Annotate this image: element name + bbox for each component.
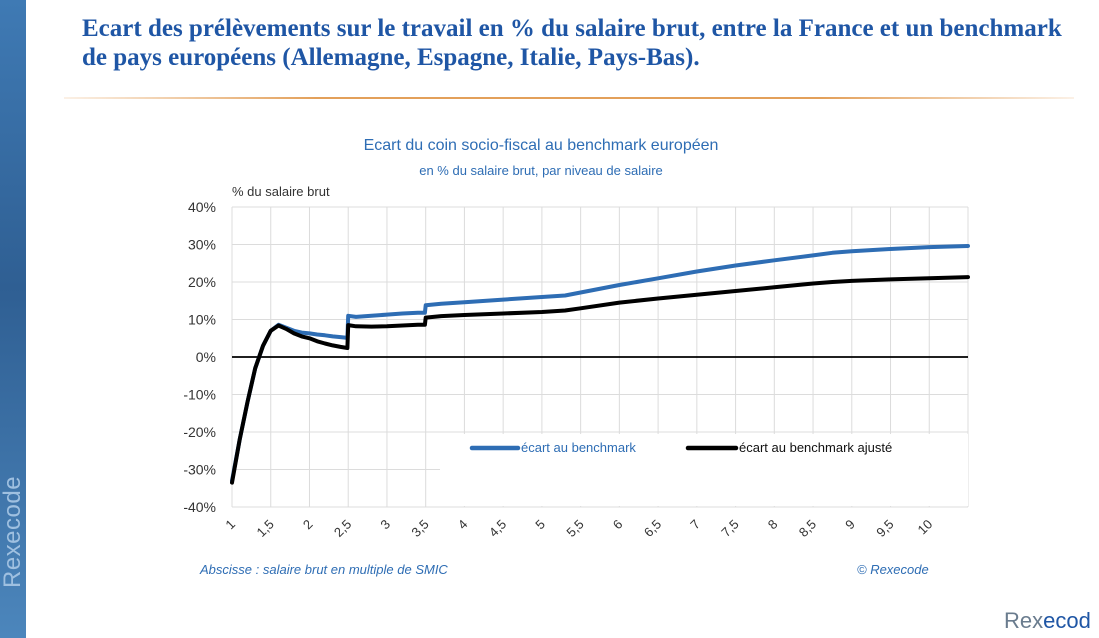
- y-axis-label: % du salaire brut: [232, 184, 330, 199]
- x-tick-label: 4: [455, 517, 471, 533]
- y-tick-label: -30%: [183, 462, 216, 478]
- x-tick-label: 8,5: [796, 517, 819, 540]
- chart-title: Ecart du coin socio-fiscal au benchmark …: [364, 137, 719, 154]
- corner-brand-prefix: Rex: [1004, 608, 1044, 633]
- x-tick-label: 7: [687, 517, 703, 533]
- y-tick-label: 40%: [188, 199, 216, 215]
- slide-title: Ecart des prélèvements sur le travail en…: [82, 15, 1062, 71]
- series-line-adjusted: [230, 275, 970, 485]
- x-tick-label: 6,5: [641, 517, 664, 540]
- x-tick-label: 1,5: [253, 517, 276, 540]
- corner-brand-accent: ecod: [1043, 608, 1091, 633]
- source-credit: © Rexecode: [857, 562, 929, 577]
- corner-brand-logo: Rexecod: [1004, 608, 1091, 634]
- x-tick-label: 5,5: [563, 517, 586, 540]
- x-tick-label: 9: [842, 517, 858, 533]
- y-tick-label: -20%: [183, 424, 216, 440]
- legend-label-benchmark: écart au benchmark: [521, 440, 636, 455]
- y-tick-label: 30%: [188, 237, 216, 253]
- x-tick-label: 9,5: [873, 517, 896, 540]
- legend-label-adjusted: écart au benchmark ajusté: [739, 440, 892, 455]
- grid-lines: [231, 206, 969, 508]
- chart-subtitle: en % du salaire brut, par niveau de sala…: [419, 163, 663, 178]
- x-tick-label: 3: [377, 517, 393, 533]
- x-tick-label: 10: [915, 517, 936, 538]
- title-divider: [64, 97, 1074, 99]
- side-color-bar: Rexecode: [0, 0, 26, 638]
- x-tick-label: 5: [532, 517, 548, 533]
- x-tick-label: 3,5: [408, 517, 431, 540]
- x-tick-label: 2: [300, 517, 316, 533]
- legend: écart au benchmark écart au benchmark aj…: [469, 440, 892, 455]
- x-tick-label: 1: [222, 517, 238, 533]
- x-tick-label: 7,5: [718, 517, 741, 540]
- y-axis-ticks: 40% 30% 20% 10% 0% -10% -20% -30% -40%: [183, 199, 216, 515]
- y-tick-label: 20%: [188, 274, 216, 290]
- y-tick-label: 0%: [196, 349, 216, 365]
- x-tick-label: 6: [610, 517, 626, 533]
- y-tick-label: -40%: [183, 499, 216, 515]
- x-tick-label: 2,5: [331, 517, 354, 540]
- x-axis-caption: Abscisse : salaire brut en multiple de S…: [199, 562, 448, 577]
- y-tick-label: 10%: [188, 312, 216, 328]
- x-axis-ticks: 1 1,5 2 2,5 3 3,5 4 4,5 5 5,5 6 6,5 7 7,5 8 8,5 9 9,5 10: [222, 517, 935, 540]
- x-tick-label: 8: [765, 517, 781, 533]
- x-tick-label: 4,5: [486, 517, 509, 540]
- series-lines: [230, 244, 970, 485]
- y-tick-label: -10%: [183, 387, 216, 403]
